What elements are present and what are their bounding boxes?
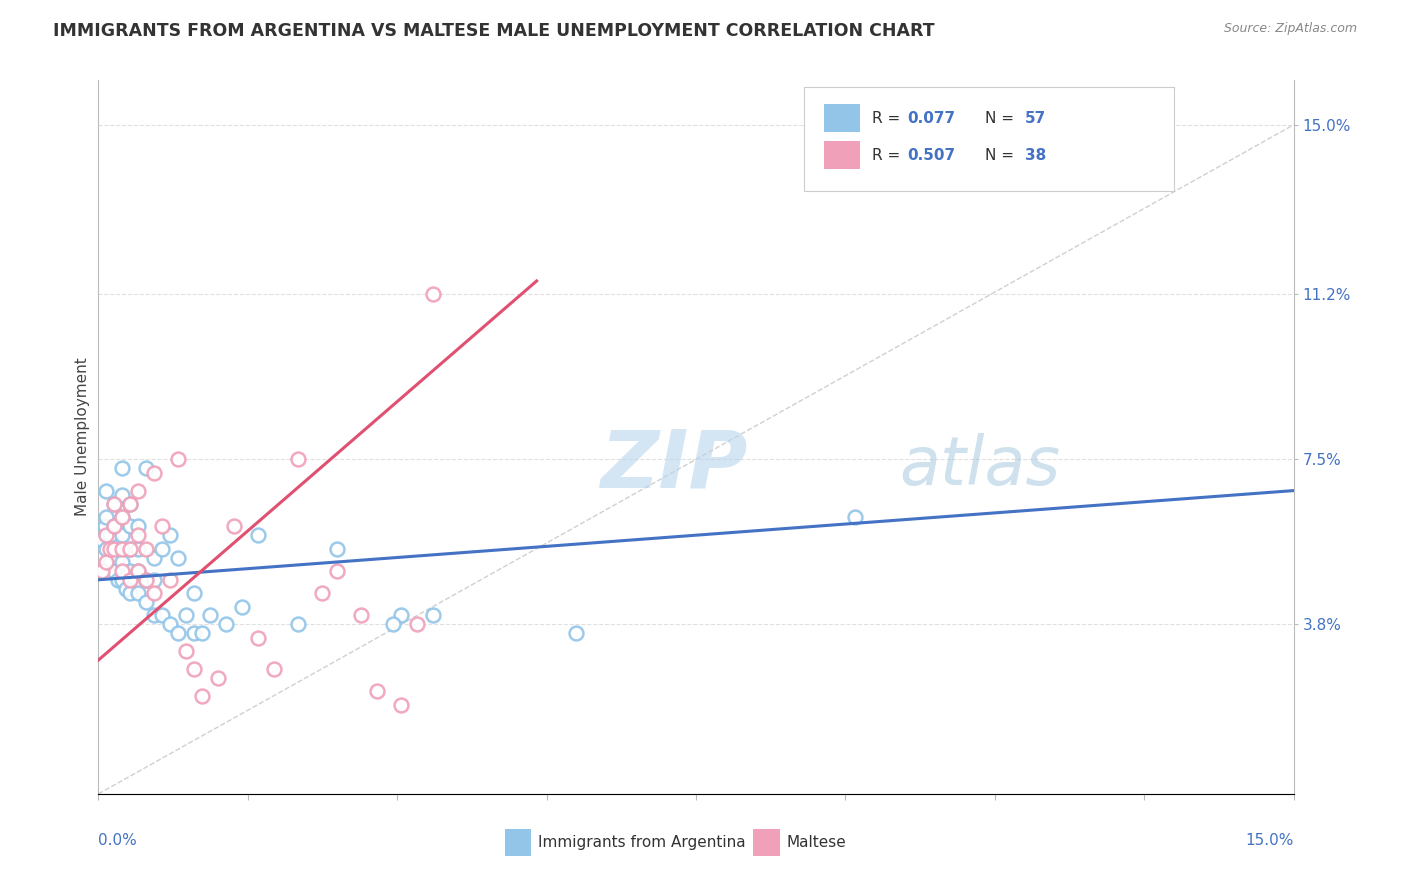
Text: R =: R = [872,148,905,162]
Text: ZIP: ZIP [600,426,748,505]
FancyBboxPatch shape [804,87,1174,191]
Text: N =: N = [986,111,1019,126]
Text: 0.077: 0.077 [907,111,956,126]
Text: 38: 38 [1025,148,1046,162]
Text: R =: R = [872,111,905,126]
Text: 0.507: 0.507 [907,148,956,162]
Text: 15.0%: 15.0% [1246,833,1294,848]
Text: atlas: atlas [900,433,1060,499]
FancyBboxPatch shape [824,103,859,132]
Text: N =: N = [986,148,1019,162]
Y-axis label: Male Unemployment: Male Unemployment [75,358,90,516]
Text: 0.0%: 0.0% [98,833,138,848]
Text: IMMIGRANTS FROM ARGENTINA VS MALTESE MALE UNEMPLOYMENT CORRELATION CHART: IMMIGRANTS FROM ARGENTINA VS MALTESE MAL… [53,22,935,40]
FancyBboxPatch shape [754,829,780,856]
Text: Source: ZipAtlas.com: Source: ZipAtlas.com [1223,22,1357,36]
FancyBboxPatch shape [505,829,531,856]
Text: Maltese: Maltese [787,835,846,850]
Text: 57: 57 [1025,111,1046,126]
Text: Immigrants from Argentina: Immigrants from Argentina [538,835,745,850]
FancyBboxPatch shape [824,141,859,169]
